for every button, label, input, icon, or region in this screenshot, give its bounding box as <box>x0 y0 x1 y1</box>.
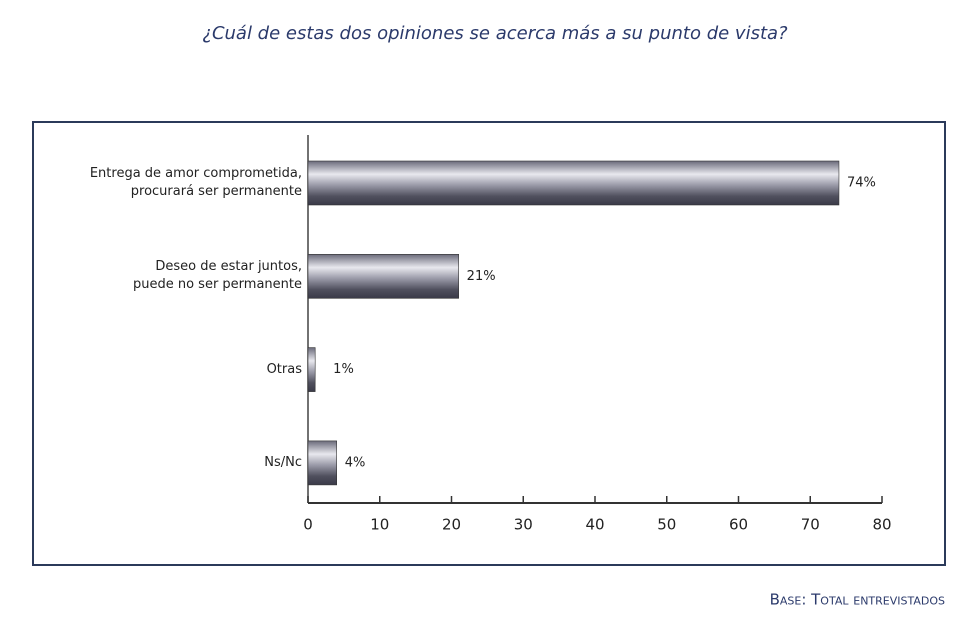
x-tick-label: 10 <box>370 516 389 534</box>
y-tick-label: Ns/Nc <box>264 454 302 470</box>
frame <box>32 121 946 566</box>
x-tick-label: 60 <box>729 516 748 534</box>
x-tick-label: 80 <box>872 516 891 534</box>
x-tick-label: 50 <box>657 516 676 534</box>
bar <box>307 347 316 392</box>
value-label: 4% <box>345 455 366 470</box>
bar <box>307 254 459 299</box>
value-label: 21% <box>467 269 496 284</box>
footnote: Base: Total entrevistados <box>770 591 945 609</box>
x-tick-label: 20 <box>442 516 461 534</box>
value-label: 1% <box>333 362 354 377</box>
x-tick-label: 30 <box>514 516 533 534</box>
x-tick-label: 70 <box>801 516 820 534</box>
bar <box>307 440 338 486</box>
value-label: 74% <box>847 176 876 191</box>
y-tick-label: Otras <box>266 361 302 377</box>
y-tick-label: Deseo de estar juntos, puede no ser perm… <box>132 259 302 293</box>
chart-title: ¿Cuál de estas dos opiniones se acerca m… <box>202 23 788 44</box>
x-tick-label: 0 <box>303 516 313 534</box>
x-tick-label: 40 <box>585 516 604 534</box>
bar <box>307 160 840 206</box>
y-tick-label: Entrega de amor comprometida, procurará … <box>89 166 302 199</box>
